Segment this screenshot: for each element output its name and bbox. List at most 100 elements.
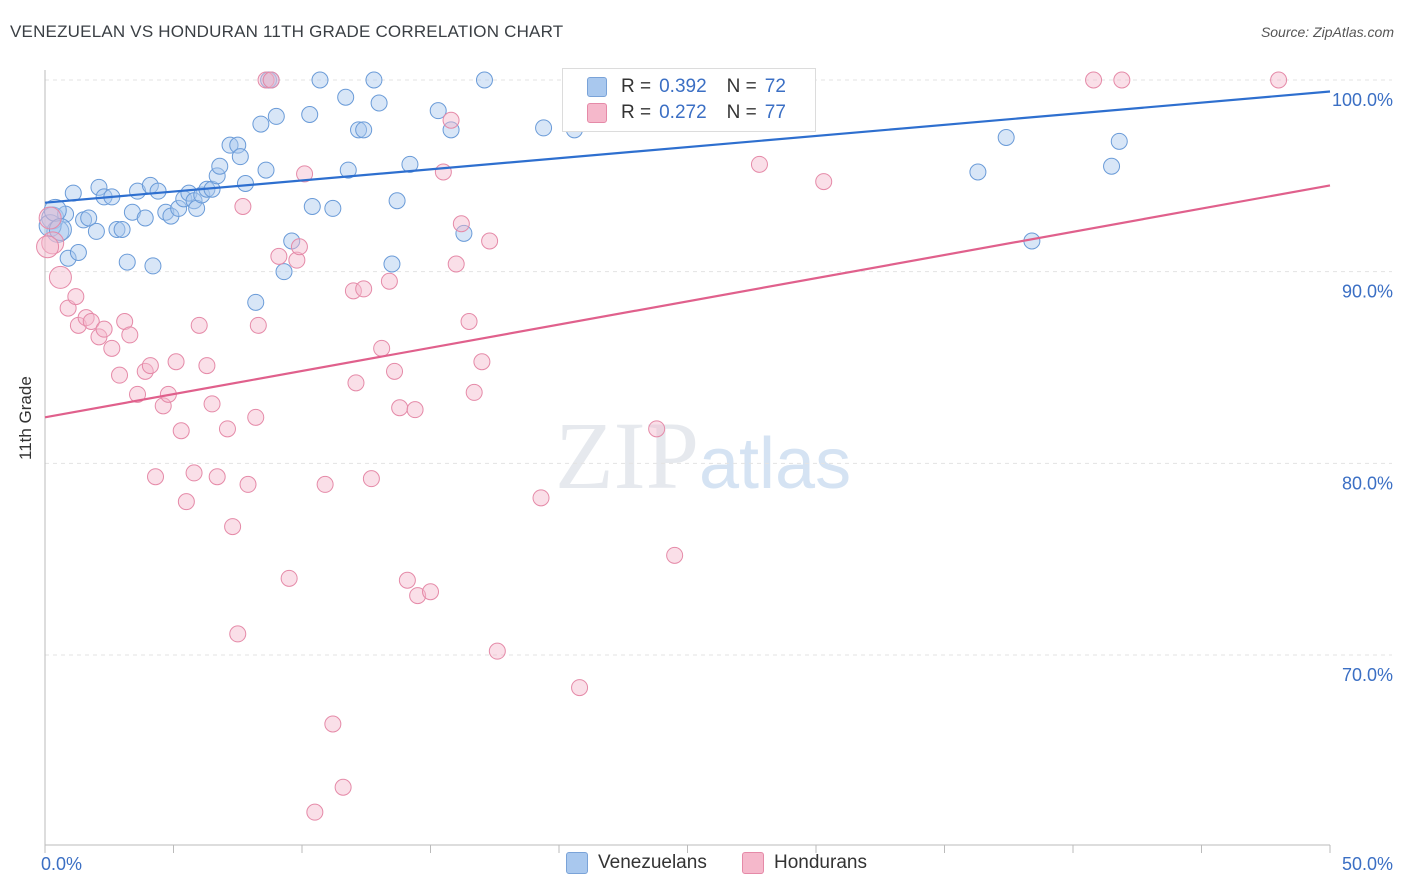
- hondurans-point: [229, 625, 247, 643]
- hondurans-point: [198, 357, 216, 375]
- venezuelans-point: [208, 167, 226, 185]
- venezuelans-point: [149, 182, 167, 200]
- venezuelans-point: [80, 209, 98, 227]
- stats-legend: R = 0.392 N = 72 R = 0.272 N = 77: [562, 68, 816, 132]
- hondurans-point: [36, 235, 60, 259]
- hondurans-point: [249, 316, 267, 334]
- hondurans-point: [288, 251, 306, 269]
- hondurans-point: [422, 583, 439, 601]
- hondurans-point: [316, 475, 334, 493]
- hondurans-point: [571, 679, 589, 697]
- venezuelans-point: [388, 192, 406, 210]
- hondurans-point: [147, 468, 165, 486]
- y-tick-label: 90.0%: [1342, 282, 1393, 302]
- legend-item-venezuelans[interactable]: Venezuelans: [566, 852, 707, 874]
- hondurans-point: [218, 420, 236, 438]
- hondurans-point: [334, 778, 352, 796]
- venezuelans-trend-line: [44, 90, 1331, 204]
- venezuelans-point: [275, 263, 293, 281]
- hondurans-point: [481, 232, 499, 250]
- hondurans-point: [532, 489, 550, 507]
- hondurans-point: [111, 366, 129, 384]
- legend-swatch-venezuelans: [587, 77, 607, 97]
- venezuelans-point: [350, 121, 368, 139]
- hondurans-point: [355, 280, 373, 298]
- hondurans-point: [177, 493, 195, 511]
- venezuelans-point: [69, 244, 87, 261]
- legend-swatch-hondurans: [587, 103, 607, 123]
- venezuelans-point: [535, 119, 553, 137]
- legend-n-value: 72: [764, 76, 786, 97]
- hondurans-point: [239, 475, 257, 493]
- hondurans-point: [234, 198, 252, 215]
- hondurans-point: [347, 374, 365, 392]
- venezuelans-point: [236, 175, 254, 192]
- source-credit: Source: ZipAtlas.com: [1260, 24, 1394, 40]
- legend-swatch-venezuelans: [566, 852, 588, 874]
- hondurans-point: [306, 803, 324, 821]
- legend-item-hondurans[interactable]: Hondurans: [742, 852, 867, 874]
- hondurans-point: [442, 111, 460, 129]
- legend-swatch-hondurans: [742, 852, 764, 874]
- hondurans-point: [290, 238, 308, 256]
- hondurans-point: [257, 71, 275, 89]
- legend-row-hondurans: R = 0.272 N = 77: [587, 101, 786, 125]
- hondurans-point: [247, 408, 265, 426]
- venezuelans-point: [311, 71, 329, 89]
- hondurans-point: [488, 642, 506, 660]
- hondurans-point: [95, 320, 113, 338]
- chart-title: VENEZUELAN VS HONDURAN 11TH GRADE CORREL…: [10, 22, 564, 41]
- x-tick-label: 0.0%: [41, 854, 82, 874]
- legend-n-label: N =: [726, 102, 757, 123]
- watermark: ZIPatlas: [555, 400, 851, 511]
- venezuelans-point: [90, 178, 108, 196]
- hondurans-point: [344, 282, 362, 300]
- hondurans-point: [1270, 71, 1288, 89]
- hondurans-point: [270, 247, 288, 265]
- venezuelans-point: [1110, 132, 1128, 150]
- hondurans-point: [324, 715, 342, 733]
- venezuelans-point: [303, 198, 321, 215]
- hondurans-point: [185, 464, 203, 482]
- venezuelans-point: [108, 221, 126, 238]
- hondurans-point: [409, 587, 427, 605]
- venezuelans-point: [301, 106, 319, 123]
- y-tick-label: 80.0%: [1342, 473, 1393, 493]
- hondurans-point: [447, 255, 465, 273]
- legend-r-label: R =: [621, 102, 652, 123]
- venezuelans-point: [87, 222, 105, 240]
- hondurans-point: [280, 569, 298, 587]
- hondurans-point: [666, 546, 684, 564]
- venezuelans-point: [247, 293, 265, 311]
- hondurans-point: [406, 401, 424, 419]
- hondurans-point: [1113, 71, 1131, 89]
- hondurans-point: [391, 399, 409, 417]
- hondurans-point: [362, 470, 380, 488]
- hondurans-point: [815, 173, 833, 191]
- legend-r-value: 0.392: [659, 76, 707, 97]
- venezuelans-point: [188, 199, 206, 217]
- series-legend: Venezuelans Hondurans: [0, 852, 1406, 876]
- hondurans-point: [141, 357, 159, 375]
- hondurans-point: [129, 385, 147, 403]
- hondurans-point: [1085, 71, 1103, 89]
- hondurans-point: [190, 316, 208, 334]
- legend-label-hondurans: Hondurans: [774, 852, 867, 873]
- venezuelans-point: [337, 88, 355, 106]
- hondurans-trend-line: [44, 184, 1331, 419]
- hondurans-point: [167, 353, 185, 371]
- hondurans-point: [452, 215, 470, 233]
- legend-r-value: 0.272: [659, 102, 707, 123]
- hondurans-point: [116, 313, 134, 330]
- hondurans-point: [48, 265, 72, 289]
- legend-row-venezuelans: R = 0.392 N = 72: [587, 75, 786, 99]
- hondurans-point: [296, 165, 314, 183]
- venezuelans-point: [48, 218, 72, 241]
- venezuelans-point: [997, 129, 1015, 146]
- hondurans-point: [648, 420, 666, 438]
- hondurans-point: [172, 422, 190, 440]
- hondurans-point: [103, 339, 121, 357]
- hondurans-point: [380, 272, 398, 290]
- venezuelans-point: [969, 163, 987, 181]
